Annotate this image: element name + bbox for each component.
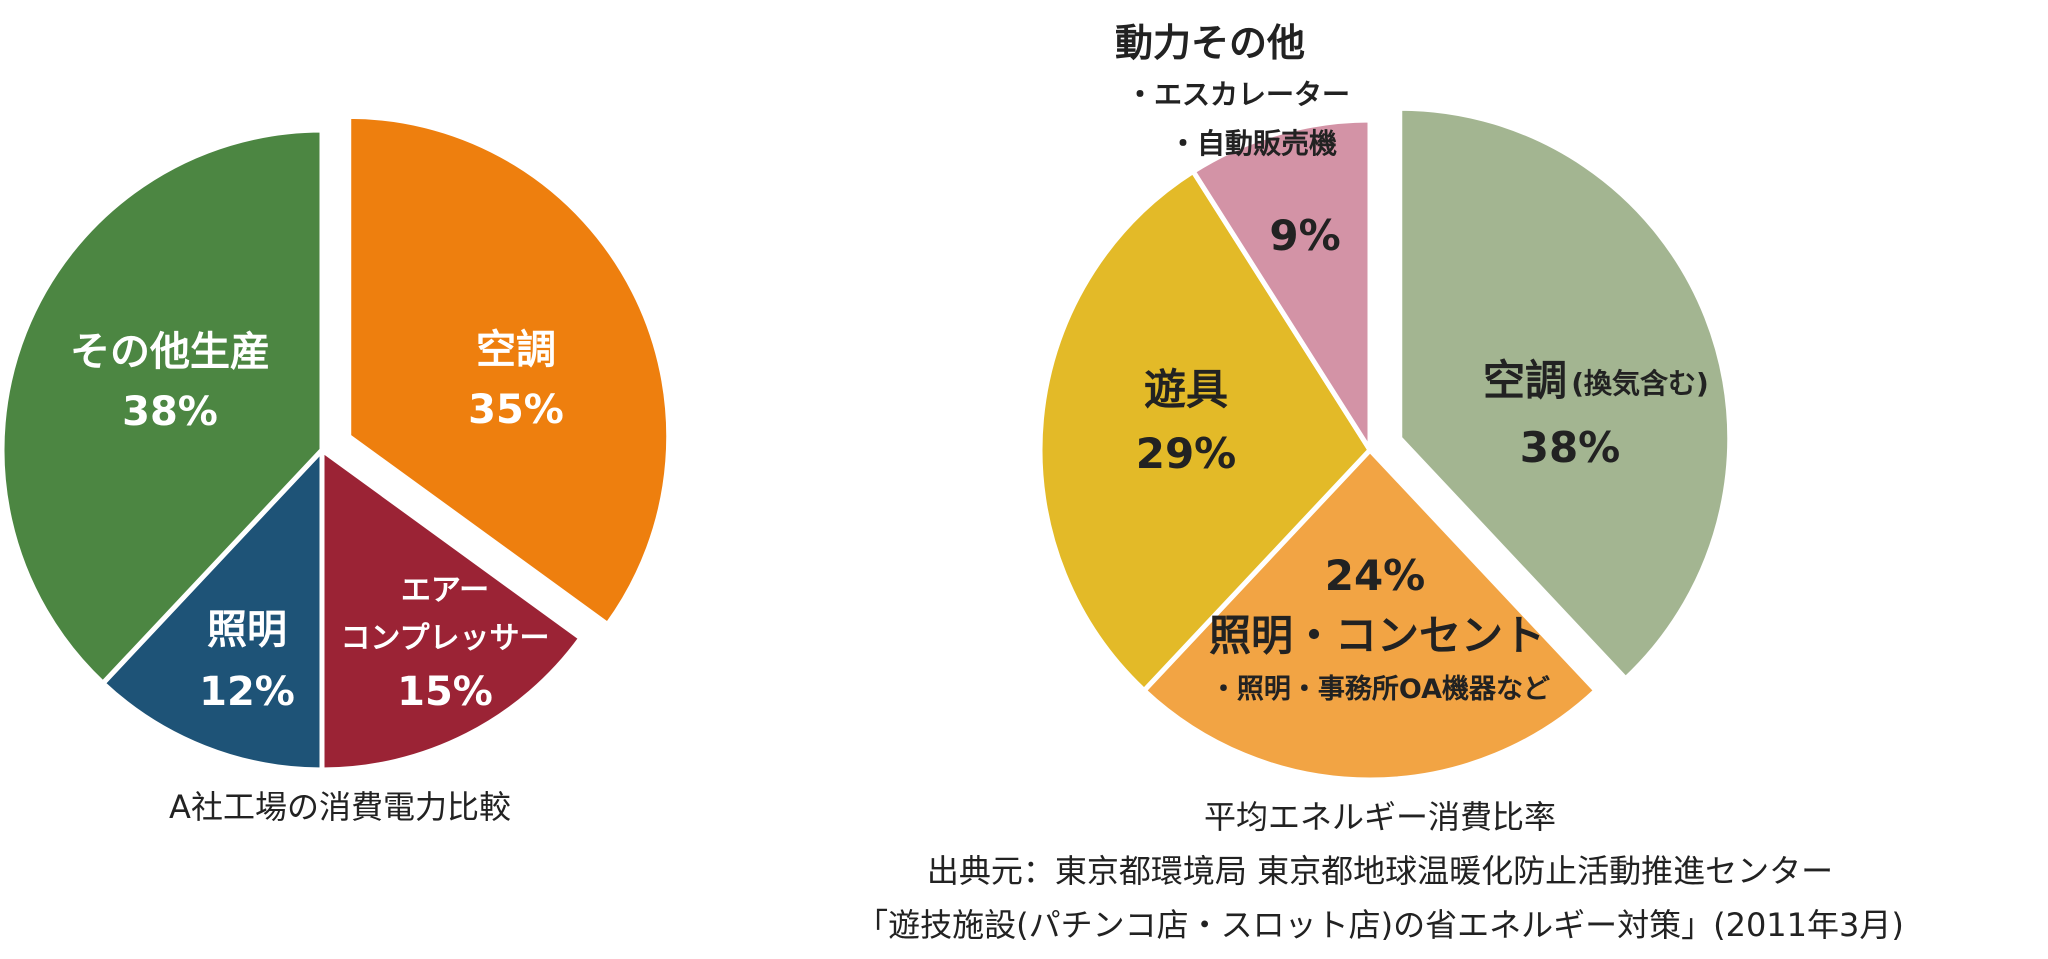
slice-label-lighting-1: 照明 (207, 607, 287, 653)
caption-line-2: 出典元：東京都環境局 東京都地球温暖化防止活動推進センター (927, 852, 1833, 890)
slice-value-lighting-1: 12% (199, 669, 295, 715)
slice-label-lighting-outlet: 照明・コンセント (1209, 611, 1545, 660)
slice-value-aircon-1: 35% (468, 387, 564, 433)
pachinko-slice-2 (1037, 168, 1373, 694)
slice-label-aircon-2: 空調 (1483, 356, 1567, 405)
slice-sublabel-power-other-2: ・自動販売機 (1169, 127, 1337, 160)
slice-label-compressor-line2: コンプレッサー (340, 621, 549, 656)
slice-sublabel-aircon-2: (換気含む) (1571, 367, 1709, 400)
slice-value-power-other: 9% (1269, 211, 1340, 260)
pachinko-slice-0 (1397, 105, 1733, 682)
pachinko-slice-3 (1190, 117, 1373, 453)
slice-label-game-machines: 遊具 (1144, 365, 1228, 414)
factory-slice-2 (100, 447, 325, 773)
slice-sublabel-power-other-1: ・エスカレーター (1126, 78, 1350, 111)
slice-label-aircon-1: 空調 (476, 327, 556, 373)
slice-value-aircon-2: 38% (1520, 423, 1621, 472)
pie-chart-factory (0, 113, 672, 773)
caption-line-1: 平均エネルギー消費比率 (1204, 798, 1556, 836)
slice-label-other-production: その他生産 (70, 329, 270, 375)
caption-line-3: 「遊技施設(パチンコ店・スロット店)の省エネルギー対策」(2011年3月) (856, 906, 1904, 944)
slice-sublabel-lighting-outlet: ・照明・事務所OA機器など (1210, 674, 1550, 705)
slice-value-game-machines: 29% (1136, 429, 1237, 478)
slice-value-lighting-outlet: 24% (1325, 551, 1426, 600)
slice-label-compressor-line1: エアー (401, 573, 489, 608)
factory-slice-1 (319, 447, 584, 773)
pie-chart-pachinko (1037, 105, 1733, 783)
chart-labels: 空調 35% エアー コンプレッサー 15% 照明 12% その他生産 38% … (70, 21, 1904, 944)
pachinko-slice-1 (1141, 447, 1599, 783)
slice-label-power-other: 動力その他 (1115, 21, 1305, 65)
factory-slice-3 (0, 127, 325, 686)
slice-value-compressor: 15% (397, 669, 493, 715)
factory-slice-0 (346, 113, 672, 627)
slice-value-other-production: 38% (122, 389, 218, 435)
caption-factory: A社工場の消費電力比較 (169, 788, 511, 826)
